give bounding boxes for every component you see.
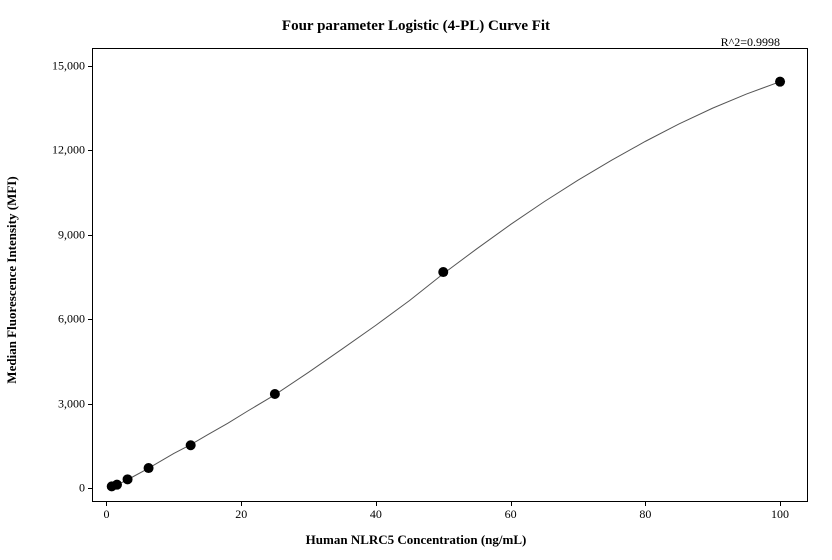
y-tick-label: 12,000 (52, 143, 93, 158)
plot-svg (93, 49, 807, 501)
x-tick-mark (241, 501, 242, 506)
chart-container: Four parameter Logistic (4-PL) Curve Fit… (0, 0, 832, 560)
x-tick-mark (106, 501, 107, 506)
data-point-marker (123, 474, 133, 484)
x-tick-label: 80 (639, 507, 651, 522)
data-point-marker (186, 440, 196, 450)
data-point-marker (775, 77, 785, 87)
data-point-marker (438, 267, 448, 277)
x-tick-mark (511, 501, 512, 506)
fit-curve (112, 82, 780, 487)
y-tick-mark (88, 404, 93, 405)
y-tick-mark (88, 319, 93, 320)
x-tick-label: 20 (235, 507, 247, 522)
x-tick-mark (376, 501, 377, 506)
x-tick-mark (780, 501, 781, 506)
x-tick-label: 100 (771, 507, 789, 522)
data-point-marker (270, 389, 280, 399)
y-tick-label: 15,000 (52, 58, 93, 73)
x-tick-label: 40 (370, 507, 382, 522)
r-squared-annotation: R^2=0.9998 (721, 35, 780, 50)
x-axis-label: Human NLRC5 Concentration (ng/mL) (0, 532, 832, 548)
data-point-marker (112, 480, 122, 490)
y-axis-label: Median Fluorescence Intensity (MFI) (4, 176, 20, 383)
x-tick-label: 0 (103, 507, 109, 522)
y-tick-mark (88, 235, 93, 236)
chart-title: Four parameter Logistic (4-PL) Curve Fit (0, 18, 832, 35)
x-tick-mark (645, 501, 646, 506)
y-tick-mark (88, 488, 93, 489)
plot-area: 03,0006,0009,00012,00015,000020406080100… (92, 48, 808, 502)
x-tick-label: 60 (505, 507, 517, 522)
y-tick-mark (88, 150, 93, 151)
data-point-marker (144, 463, 154, 473)
y-tick-mark (88, 66, 93, 67)
